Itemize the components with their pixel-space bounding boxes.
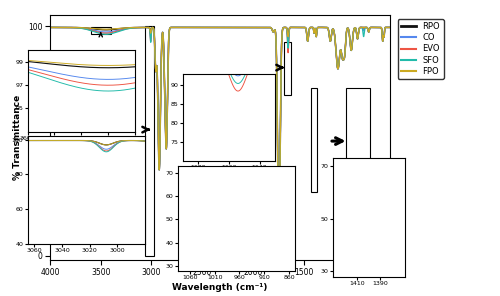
CO (276, 237, 282, 240)
RPO (301, 26, 307, 29)
EVO (276, 237, 282, 240)
FPO (268, 26, 274, 30)
CO (177, 26, 183, 29)
SFO (109, 32, 115, 35)
Y-axis label: % Transmittance: % Transmittance (14, 95, 22, 180)
EVO (47, 26, 53, 29)
RPO (251, 26, 257, 29)
RPO (326, 37, 332, 41)
SFO (326, 37, 332, 41)
EVO (268, 26, 274, 30)
CO (301, 26, 307, 29)
RPO (47, 26, 53, 29)
EVO (202, 26, 208, 29)
SFO (387, 26, 393, 29)
FPO (326, 37, 332, 41)
SFO (251, 26, 257, 29)
Bar (346, 88, 370, 192)
RPO (201, 26, 207, 29)
SFO (301, 26, 307, 29)
CO (268, 26, 274, 30)
FPO (177, 26, 183, 29)
SFO (177, 26, 183, 29)
RPO (268, 26, 274, 30)
RPO (276, 237, 282, 240)
FPO (387, 26, 393, 29)
FPO (47, 26, 53, 29)
CO (109, 30, 115, 33)
Line: SFO: SFO (50, 28, 390, 239)
FPO (276, 237, 282, 240)
FPO (251, 26, 257, 29)
Line: CO: CO (50, 28, 390, 239)
EVO (177, 26, 183, 29)
Bar (310, 88, 317, 192)
CO (387, 26, 393, 29)
FPO (201, 26, 207, 29)
CO (202, 26, 208, 29)
CO (326, 37, 332, 41)
Line: FPO: FPO (50, 28, 390, 239)
Line: EVO: EVO (50, 28, 390, 239)
X-axis label: Wavelength (cm⁻¹): Wavelength (cm⁻¹) (172, 283, 268, 292)
Legend: RPO, CO, EVO, SFO, FPO: RPO, CO, EVO, SFO, FPO (398, 19, 444, 79)
Bar (145, 26, 154, 256)
RPO (109, 28, 115, 31)
Line: RPO: RPO (50, 28, 390, 239)
RPO (387, 26, 393, 29)
CO (251, 26, 257, 29)
Bar (284, 42, 290, 95)
SFO (203, 26, 209, 29)
EVO (387, 26, 393, 29)
SFO (268, 26, 274, 30)
SFO (47, 26, 53, 29)
EVO (301, 26, 307, 29)
EVO (326, 37, 332, 41)
RPO (177, 26, 183, 29)
EVO (109, 31, 115, 34)
EVO (251, 26, 257, 29)
CO (47, 26, 53, 29)
Bar (90, 27, 111, 34)
FPO (109, 27, 115, 31)
FPO (301, 26, 307, 29)
SFO (276, 237, 282, 240)
